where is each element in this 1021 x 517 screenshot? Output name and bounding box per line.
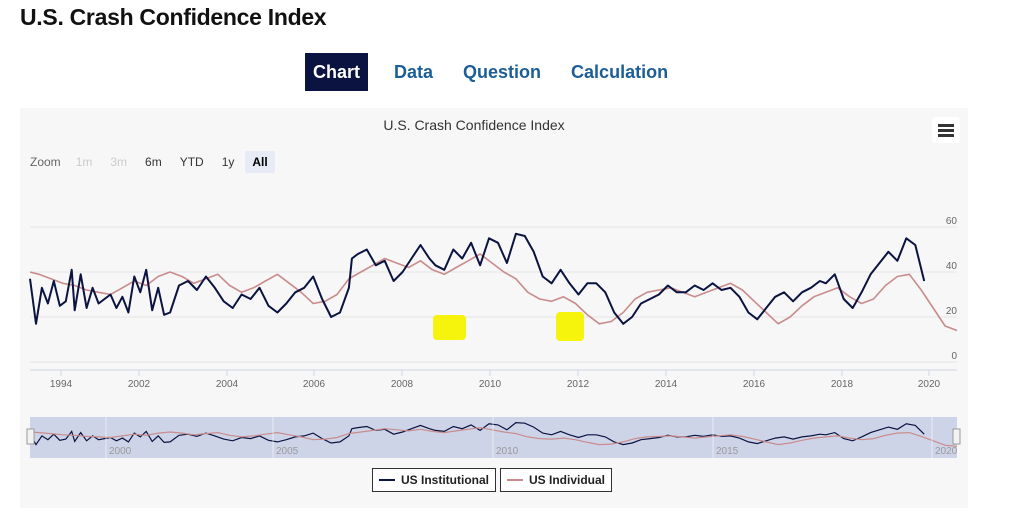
legend-institutional[interactable]: US Institutional [372,468,496,492]
x-tick-label: 1994 [50,379,73,390]
series-line-individual [29,253,958,332]
zoom-1y-button[interactable]: 1y [221,155,235,169]
y-tick-label: 0 [951,351,957,362]
x-tick-label: 2014 [655,379,678,390]
y-tick-label: 60 [946,216,958,227]
legend-individual-swatch [507,479,523,481]
x-tick-label: 2012 [567,379,590,390]
x-tick-label: 2004 [216,379,239,390]
zoom-all-button[interactable]: All [245,151,275,173]
series-line-institutional [29,232,926,325]
navigator-handle-left[interactable] [26,428,35,445]
chart-menu-button[interactable] [932,117,960,143]
x-tick-label: 2008 [391,379,414,390]
tab-question[interactable]: Question [463,62,542,82]
y-tick-label: 20 [946,306,958,317]
x-tick-label: 2016 [743,379,766,390]
legend: US Institutional US Individual [372,468,613,492]
navigator-label: 2020 [935,446,958,457]
zoom-label: Zoom [30,155,61,169]
zoom-3m-button[interactable]: 3m [110,155,128,169]
highlight-marker [433,315,466,340]
x-tick-label: 2006 [303,379,326,390]
y-tick-label: 40 [946,261,958,272]
x-tick-label: 2002 [128,379,151,390]
hamburger-icon [938,129,954,132]
legend-institutional-swatch [379,479,395,481]
legend-individual[interactable]: US Individual [500,468,613,492]
navigator-label: 2000 [109,446,132,457]
legend-institutional-label: US Institutional [401,473,489,487]
zoom-ytd-button[interactable]: YTD [179,155,204,169]
hamburger-icon [938,134,954,137]
zoom-1m-button[interactable]: 1m [75,155,93,169]
zoom-selector: Zoom 1m 3m 6m YTD 1y All [30,151,279,173]
hamburger-icon [938,124,954,127]
zoom-6m-button[interactable]: 6m [145,155,162,169]
x-tick-label: 2020 [918,379,941,390]
chart-title: U.S. Crash Confidence Index [383,117,565,133]
view-tabs: Chart Data Question Calculation [305,53,684,91]
tab-data[interactable]: Data [394,62,434,82]
page-title: U.S. Crash Confidence Index [20,4,327,30]
legend-individual-label: US Individual [529,473,606,487]
x-tick-label: 2010 [479,379,502,390]
navigator-label: 2005 [276,446,299,457]
navigator-line-individual [29,426,958,447]
highlight-marker [556,312,584,341]
tab-chart[interactable]: Chart [305,53,369,91]
x-tick-label: 2018 [831,379,854,390]
navigator-label: 2010 [496,446,519,457]
tab-calculation[interactable]: Calculation [571,62,669,82]
navigator-label: 2015 [716,446,739,457]
navigator-handle-right[interactable] [952,428,961,445]
